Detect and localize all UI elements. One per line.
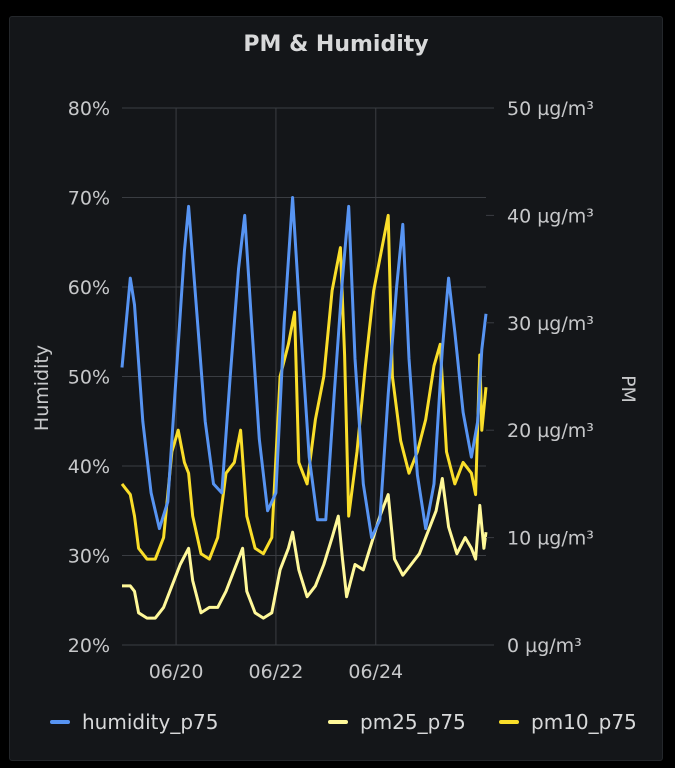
series-lines — [120, 196, 488, 620]
y-left-tick-label: 70% — [68, 188, 110, 210]
y-left-tick-label: 80% — [68, 98, 110, 120]
y-right-tick-label: 50 µg/m³ — [507, 98, 594, 120]
series-line-pm10-p75[interactable] — [120, 213, 488, 561]
legend-item-humidity[interactable]: humidity_p75 — [50, 708, 218, 736]
legend-swatch — [499, 720, 519, 724]
legend-swatch — [50, 720, 70, 724]
y-right-tick-label: 40 µg/m³ — [507, 205, 594, 227]
series-line-pm25-p75[interactable] — [122, 477, 488, 620]
x-tick-label: 06/20 — [149, 661, 204, 683]
y-right-tick-label: 20 µg/m³ — [507, 420, 594, 442]
legend-item-pm25[interactable]: pm25_p75 — [328, 708, 466, 736]
legend-label: humidity_p75 — [82, 710, 219, 734]
legend-label: pm10_p75 — [531, 710, 637, 734]
y-right-tick-label: 30 µg/m³ — [507, 313, 594, 335]
y-left-ticks: 20% 30% 40% 50% 60% 70% 80% — [68, 98, 110, 657]
y-left-tick-label: 30% — [68, 546, 110, 568]
series-line-humidity-p75[interactable] — [120, 196, 488, 540]
x-ticks: 06/20 06/22 06/24 — [149, 661, 403, 683]
y-left-tick-label: 20% — [68, 635, 110, 657]
legend-item-pm10[interactable]: pm10_p75 — [499, 708, 637, 736]
y-left-tick-label: 60% — [68, 277, 110, 299]
y-right-axis-title: PM — [617, 375, 639, 403]
y-right-tick-label: 0 µg/m³ — [507, 635, 582, 657]
panel-title[interactable]: PM & Humidity — [243, 32, 429, 57]
legend-label: pm25_p75 — [360, 710, 466, 734]
y-left-tick-label: 40% — [68, 456, 110, 478]
y-right-ticks: 0 µg/m³ 10 µg/m³ 20 µg/m³ 30 µg/m³ 40 µg/m³ 5… — [486, 98, 594, 657]
legend-swatch — [328, 720, 348, 724]
x-tick-label: 06/22 — [249, 661, 304, 683]
x-tick-label: 06/24 — [348, 661, 403, 683]
y-left-tick-label: 50% — [68, 367, 110, 389]
y-right-tick-label: 10 µg/m³ — [507, 528, 594, 550]
y-left-axis-title: Humidity — [31, 345, 53, 431]
